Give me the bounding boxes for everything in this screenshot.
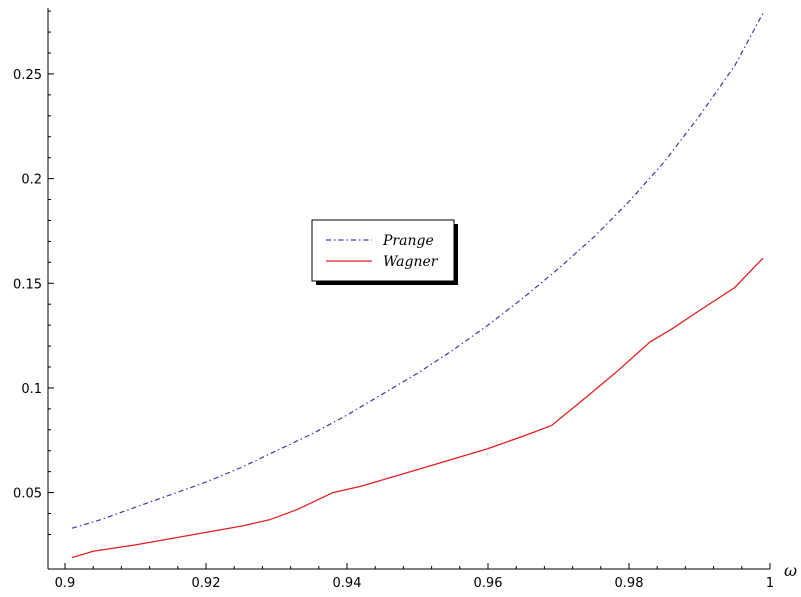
x-tick-label: 0.9 [55,576,76,591]
x-tick-label: 0.92 [192,576,221,591]
legend-label-prange: Prange [382,233,434,249]
legend-box [311,219,455,282]
y-tick-label: 0.15 [13,277,42,292]
x-axis-label: ω [784,561,797,580]
x-ticks: 0.9 0.92 0.94 0.96 0.98 1 [55,563,774,591]
x-tick-label: 1 [766,576,774,591]
x-tick-label: 0.94 [333,576,362,591]
series-line-wagner [71,257,764,559]
series-layer [71,12,764,559]
legend: Prange Wagner [311,219,458,285]
x-tick-label: 0.98 [615,576,644,591]
x-tick-label: 0.96 [474,576,503,591]
legend-label-wagner: Wagner [383,254,439,270]
axes [47,8,770,570]
y-tick-label: 0.05 [13,487,42,502]
y-ticks: 0.05 0.1 0.15 0.2 0.25 [13,10,54,535]
y-tick-label: 0.25 [13,68,42,83]
y-tick-label: 0.2 [21,173,42,188]
series-line-prange [71,12,764,529]
y-tick-label: 0.1 [21,382,42,397]
